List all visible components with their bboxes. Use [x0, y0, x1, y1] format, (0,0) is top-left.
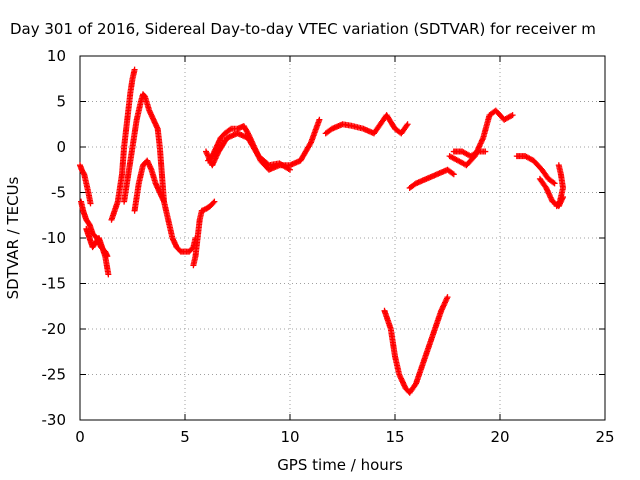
grid	[80, 56, 605, 420]
data-point	[87, 200, 94, 207]
data-point	[403, 122, 410, 129]
x-tick-label: 20	[490, 428, 509, 446]
y-tick-label: 10	[47, 47, 66, 65]
x-tick-label: 25	[595, 428, 614, 446]
data-point	[285, 165, 292, 172]
data-point	[80, 170, 87, 177]
data-point	[444, 294, 451, 301]
y-axis: -30 -25 -20 -15 -10 -5 0 5 10	[42, 47, 605, 429]
y-tick-label: -10	[42, 229, 67, 247]
y-tick-label: 5	[56, 93, 66, 111]
data-point	[449, 170, 456, 177]
plot-frame	[79, 55, 606, 421]
y-tick-label: -25	[42, 366, 67, 384]
data-point	[316, 116, 323, 123]
chart-title: Day 301 of 2016, Sidereal Day-to-day VTE…	[10, 20, 596, 38]
data-point	[404, 121, 411, 128]
data-point	[550, 179, 557, 186]
data-point	[450, 171, 457, 178]
y-tick-label: -15	[42, 275, 67, 293]
y-axis-label: SDTVAR / TECUs	[4, 176, 22, 299]
data-point	[211, 198, 218, 205]
data-point	[554, 202, 561, 209]
data-point	[161, 198, 167, 205]
data-point	[482, 148, 489, 155]
data-point	[105, 271, 112, 278]
y-tick-label: 0	[56, 138, 66, 156]
x-tick-label: 5	[180, 428, 190, 446]
data-point	[226, 126, 233, 133]
x-axis: 0 5 10 15 20 25	[75, 56, 615, 446]
data-point	[210, 199, 217, 206]
data-point	[509, 112, 516, 119]
data-point	[551, 180, 558, 187]
x-tick-label: 15	[385, 428, 404, 446]
y-tick-label: -30	[42, 411, 67, 429]
x-tick-label: 0	[75, 428, 85, 446]
x-tick-label: 10	[280, 428, 299, 446]
data-point	[287, 166, 293, 173]
x-axis-label: GPS time / hours	[277, 456, 403, 474]
data-point	[553, 203, 560, 210]
y-tick-label: -20	[42, 320, 67, 338]
data-point	[307, 140, 314, 147]
data-points	[77, 66, 566, 396]
data-point	[131, 66, 138, 73]
y-tick-label: -5	[51, 184, 66, 202]
